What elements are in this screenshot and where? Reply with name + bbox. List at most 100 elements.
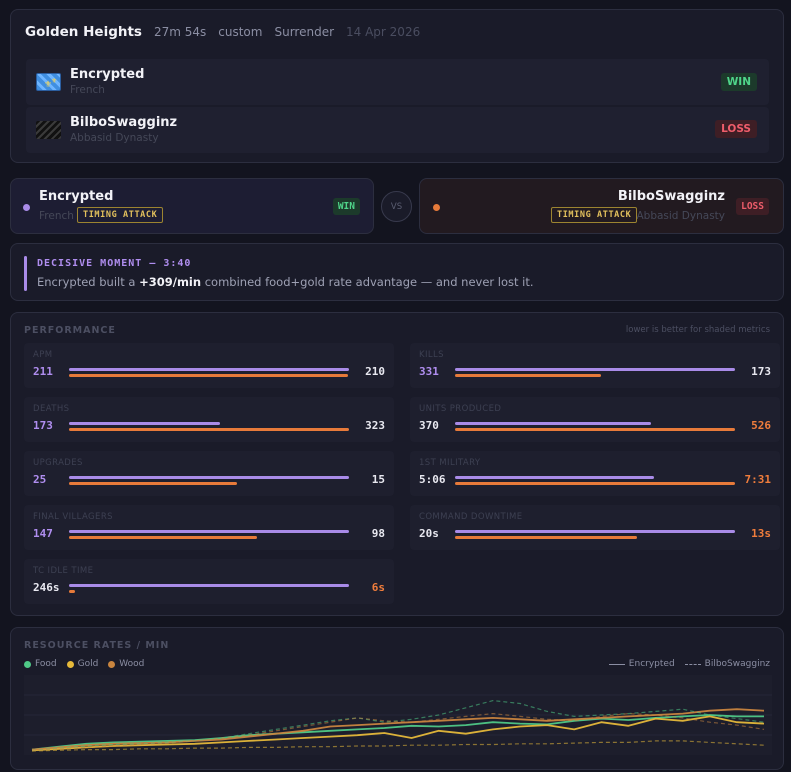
metric-label: UPGRADES — [33, 458, 83, 468]
bar-bilboswagginz — [69, 590, 75, 593]
metric-value-left: 25 — [33, 473, 47, 486]
metric-value-left: 331 — [419, 365, 439, 378]
food-color-dot — [24, 660, 31, 668]
decisive-moment-card: DECISIVE MOMENT — 3:40 Encrypted built a… — [10, 243, 784, 301]
player-color-dot — [23, 204, 30, 211]
legend-bilboswagginz: BilboSwagginz — [684, 659, 770, 669]
vs-circle: VS — [381, 191, 412, 222]
player-card-left[interactable]: Encrypted French TIMING ATTACK WIN — [10, 178, 374, 234]
bar-bilboswagginz — [69, 428, 349, 431]
metric-label: COMMAND DOWNTIME — [419, 512, 523, 522]
metric-value-right: 98 — [371, 527, 385, 540]
player-style-legend: Encrypted BilboSwagginz — [608, 659, 770, 669]
bar-encrypted — [69, 530, 349, 533]
metric-value-right: 7:31 — [744, 473, 772, 486]
metric-label: 1ST MILITARY — [419, 458, 481, 468]
series-encrypted-gold — [31, 715, 765, 752]
metric-tc-idle-time: TC IDLE TIME 246s 6s — [24, 559, 394, 604]
metric-label: APM — [33, 350, 53, 360]
legend-gold[interactable]: Gold — [66, 659, 99, 669]
svg-text:⚜: ⚜ — [44, 80, 52, 90]
bar-encrypted — [455, 422, 651, 425]
bar-encrypted — [455, 476, 654, 479]
bar-bilboswagginz — [455, 374, 601, 377]
player-civ: French — [39, 210, 74, 222]
result-badge-loss: LOSS — [715, 120, 757, 138]
metric-value-right: 13s — [751, 527, 771, 540]
metric-label: KILLS — [419, 350, 444, 360]
wood-color-dot — [108, 660, 116, 668]
series-bilboswagginz-gold — [31, 740, 765, 752]
metric-value-left: 20s — [419, 527, 439, 540]
resource-rates-card: RESOURCE RATES / MIN Food Gold Wood Encr… — [10, 627, 784, 770]
metric-bars — [69, 584, 349, 594]
player-civ: Abbasid Dynasty — [636, 210, 725, 222]
bar-encrypted — [69, 368, 349, 371]
series-bilboswagginz-wood — [31, 713, 765, 751]
metric-kills: KILLS 331 173 — [410, 343, 780, 388]
gold-color-dot — [66, 660, 74, 668]
legend-food[interactable]: Food — [24, 659, 57, 669]
bar-bilboswagginz — [69, 482, 237, 485]
bar-bilboswagginz — [455, 428, 735, 431]
bar-encrypted — [69, 476, 349, 479]
metric-value-left: 147 — [33, 527, 53, 540]
metric-upgrades: UPGRADES 25 15 — [24, 451, 394, 496]
strategy-tag: TIMING ATTACK — [551, 207, 638, 223]
metric-value-left: 370 — [419, 419, 439, 432]
metric-apm: APM 211 210 — [24, 343, 394, 388]
metric-bars — [455, 422, 735, 432]
player-name: Encrypted — [70, 67, 145, 82]
decisive-moment-title: DECISIVE MOMENT — 3:40 — [37, 258, 192, 269]
decisive-highlight: +309/min — [139, 275, 202, 289]
metric-label: FINAL VILLAGERS — [33, 512, 113, 522]
metric-deaths: DEATHS 173 323 — [24, 397, 394, 442]
metric-value-left: 5:06 — [419, 473, 446, 486]
decisive-text-before: Encrypted built a — [37, 275, 136, 289]
match-duration: 27m 54s — [153, 25, 207, 39]
metric-command-downtime: COMMAND DOWNTIME 20s 13s — [410, 505, 780, 550]
bar-encrypted — [69, 584, 349, 587]
match-end-reason: Surrender — [274, 25, 335, 39]
metric-bars — [69, 422, 349, 432]
legend-label: Wood — [119, 659, 145, 669]
map-title: Golden Heights — [25, 24, 142, 40]
metric-bars — [455, 368, 735, 378]
player-card-right[interactable]: BilboSwagginz Abbasid Dynasty TIMING ATT… — [419, 178, 784, 234]
player-row-bilboswagginz[interactable]: BilboSwagginz Abbasid Dynasty LOSS — [26, 107, 769, 153]
player-row-encrypted[interactable]: ⚜ ⚜ Encrypted French WIN — [26, 59, 769, 105]
solid-line-icon — [608, 663, 625, 665]
player-civ: Abbasid Dynasty — [70, 132, 159, 144]
bar-encrypted — [69, 422, 221, 425]
player-civ: French — [70, 84, 105, 96]
metric-label: DEATHS — [33, 404, 70, 414]
metric-bars — [455, 476, 735, 486]
result-badge-win: WIN — [332, 198, 360, 215]
match-date: 14 Apr 2026 — [346, 25, 421, 39]
bar-bilboswagginz — [455, 536, 637, 539]
metric-1st-military: 1ST MILITARY 5:06 7:31 — [410, 451, 780, 496]
bar-encrypted — [455, 530, 735, 533]
metric-value-right: 323 — [365, 419, 385, 432]
player-name: Encrypted — [39, 189, 114, 204]
result-badge-win: WIN — [720, 73, 757, 91]
series-bilboswagginz-food — [31, 700, 765, 751]
legend-wood[interactable]: Wood — [108, 659, 144, 669]
metric-bars — [455, 530, 735, 540]
performance-card: PERFORMANCE lower is better for shaded m… — [10, 312, 784, 616]
metric-value-right: 6s — [371, 581, 385, 594]
metric-value-left: 246s — [33, 581, 60, 594]
decisive-moment-text: Encrypted built a +309/min combined food… — [37, 275, 534, 289]
bar-encrypted — [455, 368, 735, 371]
legend-label: Gold — [77, 659, 99, 669]
strategy-tag: TIMING ATTACK — [77, 207, 164, 223]
result-badge-loss: LOSS — [736, 198, 769, 215]
metric-value-right: 15 — [371, 473, 385, 486]
french-flag-icon: ⚜ ⚜ — [36, 73, 61, 91]
player-color-dot — [433, 204, 440, 211]
metric-value-left: 173 — [33, 419, 53, 432]
metric-value-right: 173 — [751, 365, 771, 378]
series-encrypted-food — [31, 714, 764, 751]
resource-rates-chart — [24, 675, 772, 755]
metric-value-right: 526 — [751, 419, 771, 432]
